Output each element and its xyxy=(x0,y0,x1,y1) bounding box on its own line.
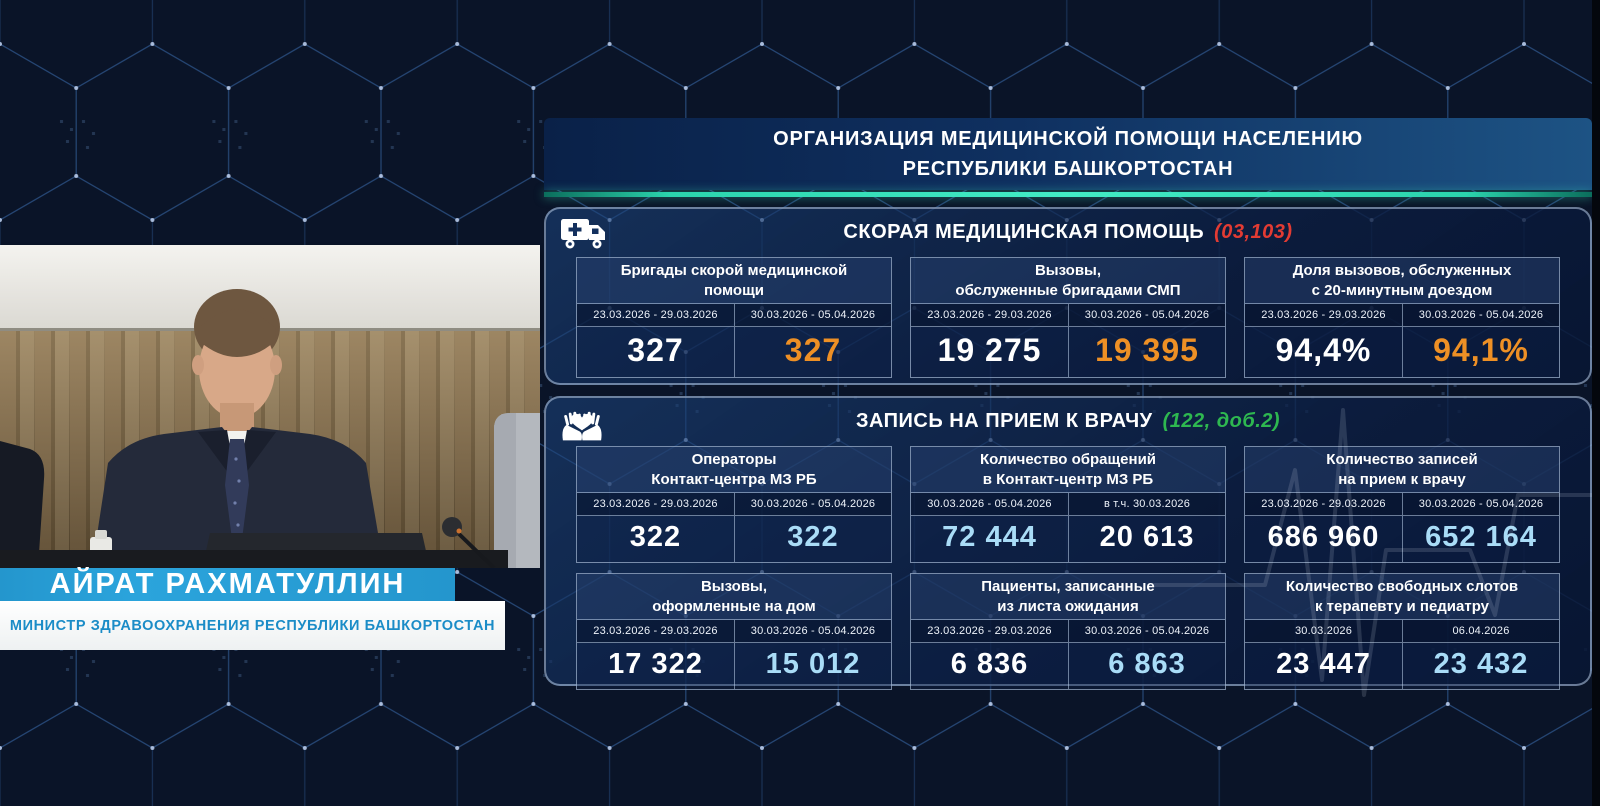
card-value: 23 447 xyxy=(1276,648,1371,680)
card-value: 23 432 xyxy=(1402,643,1559,689)
card-value: 322 xyxy=(629,521,682,553)
stat-card: Пациенты, записанные из листа ожидания 2… xyxy=(910,573,1226,690)
infographic-title-line2: РЕСПУБЛИКИ БАШКОРТОСТАН xyxy=(902,158,1234,180)
cards-grid: Операторы Контакт-центра МЗ РБ 23.03.202… xyxy=(546,444,1590,704)
card-grid: 23.03.2026 - 29.03.2026 30.03.2026 - 05.… xyxy=(577,620,891,689)
card-title: Доля вызовов, обслуженных с 20-минутным … xyxy=(1245,258,1559,304)
infographic-title-line1: ОРГАНИЗАЦИЯ МЕДИЦИНСКОЙ ПОМОЩИ НАСЕЛЕНИЮ xyxy=(773,128,1363,150)
card-value: 19 395 xyxy=(1068,327,1225,377)
speaker-scene xyxy=(0,289,540,568)
card-title: Операторы Контакт-центра МЗ РБ xyxy=(577,447,891,493)
stat-card: Бригады скорой медицинской помощи 23.03.… xyxy=(576,257,892,378)
card-value: 20 613 xyxy=(1068,516,1225,562)
card-title: Пациенты, записанные из листа ожидания xyxy=(911,574,1225,620)
infographic-panel: ОРГАНИЗАЦИЯ МЕДИЦИНСКОЙ ПОМОЩИ НАСЕЛЕНИЮ… xyxy=(540,0,1600,806)
speaker-name-banner: АЙРАТ РАХМАТУЛЛИН xyxy=(0,568,455,601)
card-title: Вызовы, обслуженные бригадами СМП xyxy=(911,258,1225,304)
card-period: 30.03.2026 - 05.04.2026 xyxy=(734,493,891,516)
card-value: 94,1% xyxy=(1402,327,1559,377)
card-grid: 23.03.2026 - 29.03.2026 30.03.2026 - 05.… xyxy=(911,304,1225,377)
card-grid: 23.03.2026 - 29.03.2026 30.03.2026 - 05.… xyxy=(577,304,891,377)
ambulance-icon xyxy=(560,215,608,257)
video-frame xyxy=(0,245,540,568)
card-value: 6 836 xyxy=(950,648,1029,680)
card-period: 06.04.2026 xyxy=(1402,620,1559,643)
card-period: 23.03.2026 - 29.03.2026 xyxy=(911,620,1068,643)
section-emergency-care: СКОРАЯ МЕДИЦИНСКАЯ ПОМОЩЬ (03,103) Брига… xyxy=(544,207,1592,385)
card-value: 322 xyxy=(734,516,891,562)
laptop xyxy=(206,533,426,551)
card-grid: 23.03.2026 - 29.03.2026 30.03.2026 - 05.… xyxy=(1245,304,1559,377)
card-grid: 23.03.2026 - 29.03.2026 30.03.2026 - 05.… xyxy=(577,493,891,562)
section-header: СКОРАЯ МЕДИЦИНСКАЯ ПОМОЩЬ (03,103) xyxy=(546,209,1590,255)
section-phone: (03,103) xyxy=(1214,220,1293,243)
speaker-role: МИНИСТР ЗДРАВООХРАНЕНИЯ РЕСПУБЛИКИ БАШКО… xyxy=(9,617,496,634)
section-doctor-appointments: ЗАПИСЬ НА ПРИЕМ К ВРАЧУ (122, доб.2) Опе… xyxy=(544,396,1592,690)
stat-card: Количество обращений в Контакт-центр МЗ … xyxy=(910,446,1226,563)
card-title: Бригады скорой медицинской помощи xyxy=(577,258,891,304)
card-period: 30.03.2026 - 05.04.2026 xyxy=(911,493,1068,516)
card-grid: 30.03.2026 06.04.2026 23 447 23 432 xyxy=(1245,620,1559,689)
card-value: 94,4% xyxy=(1275,332,1372,368)
card-title: Вызовы, оформленные на дом xyxy=(577,574,891,620)
section-title: ЗАПИСЬ НА ПРИЕМ К ВРАЧУ xyxy=(855,409,1153,432)
section-header: ЗАПИСЬ НА ПРИЕМ К ВРАЧУ (122, доб.2) xyxy=(546,398,1590,444)
card-period: 23.03.2026 - 29.03.2026 xyxy=(1245,304,1402,327)
desk xyxy=(0,550,508,568)
microphone xyxy=(442,517,496,568)
card-value: 72 444 xyxy=(942,521,1037,553)
speaker-role-banner: МИНИСТР ЗДРАВООХРАНЕНИЯ РЕСПУБЛИКИ БАШКО… xyxy=(0,601,505,650)
second-person-silhouette xyxy=(0,441,45,568)
card-period: в т.ч. 30.03.2026 xyxy=(1068,493,1225,516)
card-grid: 23.03.2026 - 29.03.2026 30.03.2026 - 05.… xyxy=(911,620,1225,689)
card-period: 23.03.2026 - 29.03.2026 xyxy=(1245,493,1402,516)
card-title: Количество свободных слотов к терапевту … xyxy=(1245,574,1559,620)
card-period: 23.03.2026 - 29.03.2026 xyxy=(577,620,734,643)
card-value: 652 164 xyxy=(1402,516,1559,562)
card-period: 30.03.2026 - 05.04.2026 xyxy=(734,304,891,327)
card-period: 30.03.2026 xyxy=(1245,620,1402,643)
speaker-neck xyxy=(220,403,254,435)
stat-card: Вызовы, оформленные на дом 23.03.2026 - … xyxy=(576,573,892,690)
screen-edge-strip xyxy=(1592,0,1600,806)
cards-row: Бригады скорой медицинской помощи 23.03.… xyxy=(546,255,1590,392)
card-value: 327 xyxy=(627,332,684,368)
stat-card: Доля вызовов, обслуженных с 20-минутным … xyxy=(1244,257,1560,378)
hands-heart-icon xyxy=(560,404,604,450)
card-title: Количество записей на прием к врачу xyxy=(1245,447,1559,493)
tie xyxy=(225,439,249,547)
card-value: 17 322 xyxy=(608,648,703,680)
teal-divider xyxy=(544,192,1592,197)
card-period: 30.03.2026 - 05.04.2026 xyxy=(1068,304,1225,327)
speaker xyxy=(92,289,384,568)
card-grid: 23.03.2026 - 29.03.2026 30.03.2026 - 05.… xyxy=(1245,493,1559,562)
card-value: 327 xyxy=(734,327,891,377)
card-period: 23.03.2026 - 29.03.2026 xyxy=(577,304,734,327)
card-period: 30.03.2026 - 05.04.2026 xyxy=(1402,304,1559,327)
speaker-name: АЙРАТ РАХМАТУЛЛИН xyxy=(49,568,406,600)
card-period: 23.03.2026 - 29.03.2026 xyxy=(911,304,1068,327)
section-title: СКОРАЯ МЕДИЦИНСКАЯ ПОМОЩЬ xyxy=(843,220,1205,243)
stat-card: Операторы Контакт-центра МЗ РБ 23.03.202… xyxy=(576,446,892,563)
card-grid: 30.03.2026 - 05.04.2026 в т.ч. 30.03.202… xyxy=(911,493,1225,562)
section-phone: (122, доб.2) xyxy=(1162,409,1281,432)
stat-card: Количество свободных слотов к терапевту … xyxy=(1244,573,1560,690)
stat-card: Вызовы, обслуженные бригадами СМП 23.03.… xyxy=(910,257,1226,378)
card-title: Количество обращений в Контакт-центр МЗ … xyxy=(911,447,1225,493)
card-value: 19 275 xyxy=(937,332,1042,368)
card-period: 30.03.2026 - 05.04.2026 xyxy=(734,620,891,643)
card-period: 23.03.2026 - 29.03.2026 xyxy=(577,493,734,516)
infographic-title: ОРГАНИЗАЦИЯ МЕДИЦИНСКОЙ ПОМОЩИ НАСЕЛЕНИЮ… xyxy=(544,118,1592,190)
card-value: 6 863 xyxy=(1068,643,1225,689)
card-value: 15 012 xyxy=(734,643,891,689)
stat-card: Количество записей на прием к врачу 23.0… xyxy=(1244,446,1560,563)
card-period: 30.03.2026 - 05.04.2026 xyxy=(1402,493,1559,516)
card-period: 30.03.2026 - 05.04.2026 xyxy=(1068,620,1225,643)
card-value: 686 960 xyxy=(1267,521,1380,553)
